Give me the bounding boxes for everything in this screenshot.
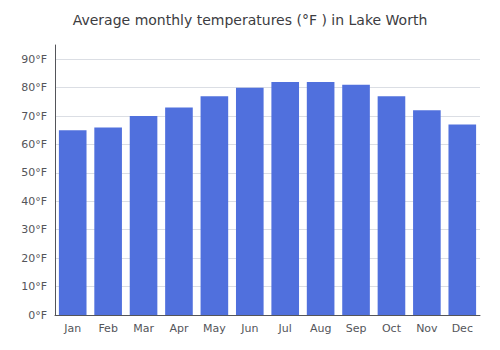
- svg-text:0°F: 0°F: [28, 309, 47, 322]
- svg-text:Sep: Sep: [346, 322, 367, 335]
- svg-text:Oct: Oct: [382, 322, 402, 335]
- svg-text:May: May: [203, 322, 226, 335]
- svg-text:Mar: Mar: [133, 322, 154, 335]
- svg-text:40°F: 40°F: [21, 195, 47, 208]
- svg-text:Jun: Jun: [240, 322, 258, 335]
- svg-text:Aug: Aug: [310, 322, 331, 335]
- svg-text:Average monthly temperatures (: Average monthly temperatures (°F ) in La…: [73, 12, 428, 28]
- svg-text:50°F: 50°F: [21, 166, 47, 179]
- svg-text:90°F: 90°F: [21, 53, 47, 66]
- svg-text:60°F: 60°F: [21, 138, 47, 151]
- svg-text:Dec: Dec: [452, 322, 473, 335]
- svg-text:Nov: Nov: [416, 322, 438, 335]
- svg-text:Apr: Apr: [169, 322, 189, 335]
- svg-text:10°F: 10°F: [21, 280, 47, 293]
- svg-text:30°F: 30°F: [21, 223, 47, 236]
- svg-text:Jan: Jan: [63, 322, 81, 335]
- svg-text:Feb: Feb: [98, 322, 117, 335]
- svg-text:Jul: Jul: [278, 322, 292, 335]
- svg-text:80°F: 80°F: [21, 81, 47, 94]
- svg-text:20°F: 20°F: [21, 252, 47, 265]
- svg-text:70°F: 70°F: [21, 110, 47, 123]
